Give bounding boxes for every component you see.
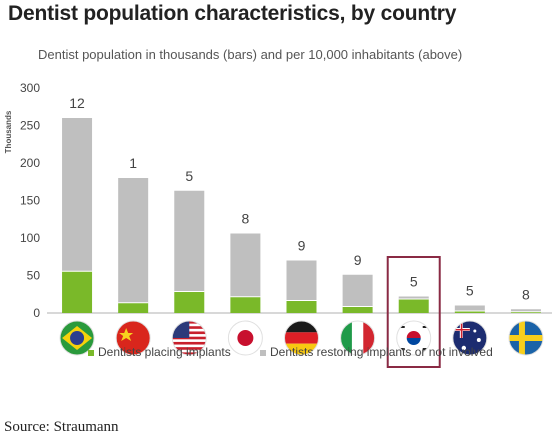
bar-implants [510, 312, 541, 313]
bar-separator [62, 270, 93, 273]
italy-flag-icon [340, 320, 376, 356]
bar-restoring [174, 190, 205, 292]
south-korea-flag-icon [396, 320, 432, 356]
bar-separator [510, 311, 541, 313]
legend-swatch-implants [88, 349, 94, 356]
bar-group-china: 1 [118, 155, 149, 313]
bar-implants [342, 307, 373, 313]
bar-implants [398, 299, 429, 313]
legend-label-implants: Dentists placing implants [98, 345, 231, 359]
data-label: 9 [354, 252, 362, 268]
japan-flag-icon [227, 320, 263, 356]
data-label: 1 [129, 155, 137, 171]
bar-group-italy: 9 [342, 252, 373, 313]
germany-flag-icon [284, 320, 319, 356]
bar-implants [62, 271, 93, 313]
chart-title: Dentist population characteristics, by c… [8, 2, 457, 25]
data-label: 12 [69, 95, 85, 111]
bar-implants [118, 303, 149, 313]
highlight-box [386, 256, 441, 368]
bar-restoring [62, 118, 93, 272]
bar-separator [286, 300, 317, 302]
bar-separator [398, 298, 429, 300]
bar-separator [230, 296, 261, 298]
y-tick-label: 0 [33, 306, 40, 320]
bar-separator [454, 310, 485, 312]
bar-separator [342, 306, 373, 308]
data-label: 5 [466, 283, 474, 299]
y-tick-label: 150 [20, 194, 40, 208]
bar-restoring [342, 274, 373, 307]
bar-group-sweden: 8 [510, 286, 541, 313]
bar-restoring [286, 260, 317, 301]
legend-label-restoring: Dentists restoring implants or not invol… [270, 345, 493, 359]
y-axis-label: Thousands [4, 110, 13, 153]
y-tick-label: 100 [20, 231, 40, 245]
legend-item-restoring: Dentists restoring implants or not invol… [260, 345, 493, 359]
australia-flag-icon [452, 320, 488, 356]
bar-separator [118, 302, 149, 304]
bar-restoring [454, 305, 485, 312]
china-flag-icon [115, 320, 151, 356]
bar-implants [454, 311, 485, 313]
y-tick-label: 250 [20, 119, 40, 133]
sweden-flag-icon [508, 320, 544, 356]
bar-group-germany: 9 [286, 238, 317, 313]
data-label: 5 [410, 274, 418, 290]
bar-implants [230, 297, 261, 313]
bar-restoring [510, 309, 541, 313]
bar-group-usa: 5 [174, 168, 205, 313]
bar-restoring [118, 178, 149, 304]
data-label: 5 [185, 168, 193, 184]
y-tick-label: 300 [20, 81, 40, 95]
data-label: 9 [298, 238, 306, 254]
bar-separator [174, 291, 205, 293]
data-label: 8 [522, 286, 530, 302]
source-note: Source: Straumann [4, 419, 119, 435]
y-tick-label: 200 [20, 156, 40, 170]
brazil-flag-icon [59, 320, 95, 356]
bar-group-brazil: 12 [62, 95, 93, 313]
bar-implants [174, 292, 205, 313]
bar-group-japan: 8 [230, 211, 261, 313]
y-tick-label: 50 [27, 269, 41, 283]
legend-item-implants: Dentists placing implants [88, 345, 231, 359]
bar-implants [286, 301, 317, 313]
data-label: 8 [241, 211, 249, 227]
chart-subtitle: Dentist population in thousands (bars) a… [38, 47, 463, 62]
bar-restoring [398, 296, 429, 300]
usa-flag-icon [171, 320, 207, 356]
bar-group-australia: 5 [454, 283, 485, 313]
bar-restoring [230, 233, 261, 298]
legend-swatch-restoring [260, 349, 266, 356]
bar-group-south-korea: 5 [398, 274, 429, 313]
